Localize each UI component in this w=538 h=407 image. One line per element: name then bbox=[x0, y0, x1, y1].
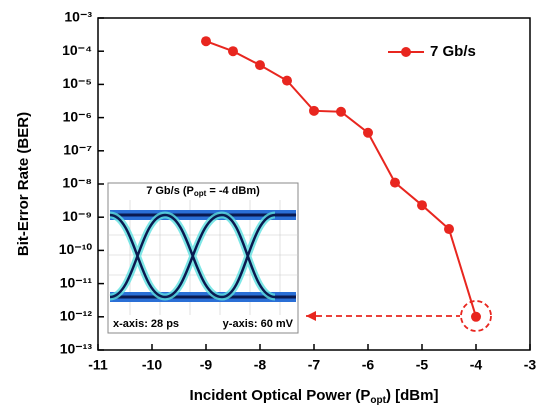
x-tick-label: -7 bbox=[308, 357, 321, 373]
y-tick-label: 10⁻⁶ bbox=[63, 108, 92, 124]
y-tick-label: 10⁻⁹ bbox=[62, 208, 92, 224]
inset-x-scale: x-axis: 28 ps bbox=[113, 318, 179, 330]
x-title-part: ) [dBm] bbox=[386, 387, 439, 404]
y-tick-label: 10⁻¹⁰ bbox=[59, 241, 93, 257]
y-tick-label: 10⁻⁵ bbox=[62, 75, 92, 91]
y-axis-title: Bit-Error Rate (BER) bbox=[15, 112, 32, 256]
x-axis-title: Incident Optical Power (Popt) [dBm] bbox=[190, 387, 439, 406]
inset-title-part: 7 Gb/s (P bbox=[146, 185, 194, 197]
annotation-arrowhead bbox=[306, 311, 316, 321]
inset-title-part: = -4 dBm) bbox=[206, 185, 260, 197]
data-point bbox=[363, 128, 373, 138]
y-tick-label: 10⁻¹³ bbox=[60, 341, 93, 357]
x-tick-label: -4 bbox=[470, 357, 483, 373]
x-title-part: Incident Optical Power (P bbox=[190, 387, 371, 404]
x-tick-label: -5 bbox=[416, 357, 429, 373]
data-point bbox=[417, 200, 427, 210]
chart: Bit-Error Rate (BER) Incident Optical Po… bbox=[0, 0, 538, 407]
data-point bbox=[390, 178, 400, 188]
y-tick-label: 10⁻¹¹ bbox=[60, 274, 93, 290]
data-point bbox=[471, 312, 481, 322]
inset: 7 Gb/s (Popt = -4 dBm) x-axis: 28 ps y-a… bbox=[108, 183, 298, 333]
x-tick-label: -10 bbox=[142, 357, 162, 373]
data-point bbox=[309, 106, 319, 116]
data-point bbox=[282, 76, 292, 86]
y-tick-label: 10⁻⁴ bbox=[62, 42, 92, 58]
x-tick-label: -9 bbox=[200, 357, 213, 373]
annotation bbox=[306, 301, 491, 331]
data-point bbox=[255, 60, 265, 70]
data-point bbox=[201, 36, 211, 46]
data-point bbox=[444, 224, 454, 234]
x-tick-label: -3 bbox=[524, 357, 537, 373]
inset-y-scale: y-axis: 60 mV bbox=[223, 318, 294, 330]
data-point bbox=[228, 46, 238, 56]
x-title-sub: opt bbox=[370, 395, 386, 406]
y-tick-label: 10⁻⁸ bbox=[62, 175, 92, 191]
legend-label: 7 Gb/s bbox=[430, 43, 476, 60]
x-tick-label: -6 bbox=[362, 357, 375, 373]
data-point bbox=[336, 107, 346, 117]
x-tick-label: -8 bbox=[254, 357, 267, 373]
legend-marker bbox=[401, 47, 411, 57]
y-tick-label: 10⁻⁷ bbox=[63, 142, 92, 158]
x-tick-label: -11 bbox=[88, 357, 108, 373]
y-tick-label: 10⁻³ bbox=[64, 9, 92, 25]
y-tick-label: 10⁻¹² bbox=[60, 308, 93, 324]
inset-title-sub: opt bbox=[194, 189, 207, 198]
